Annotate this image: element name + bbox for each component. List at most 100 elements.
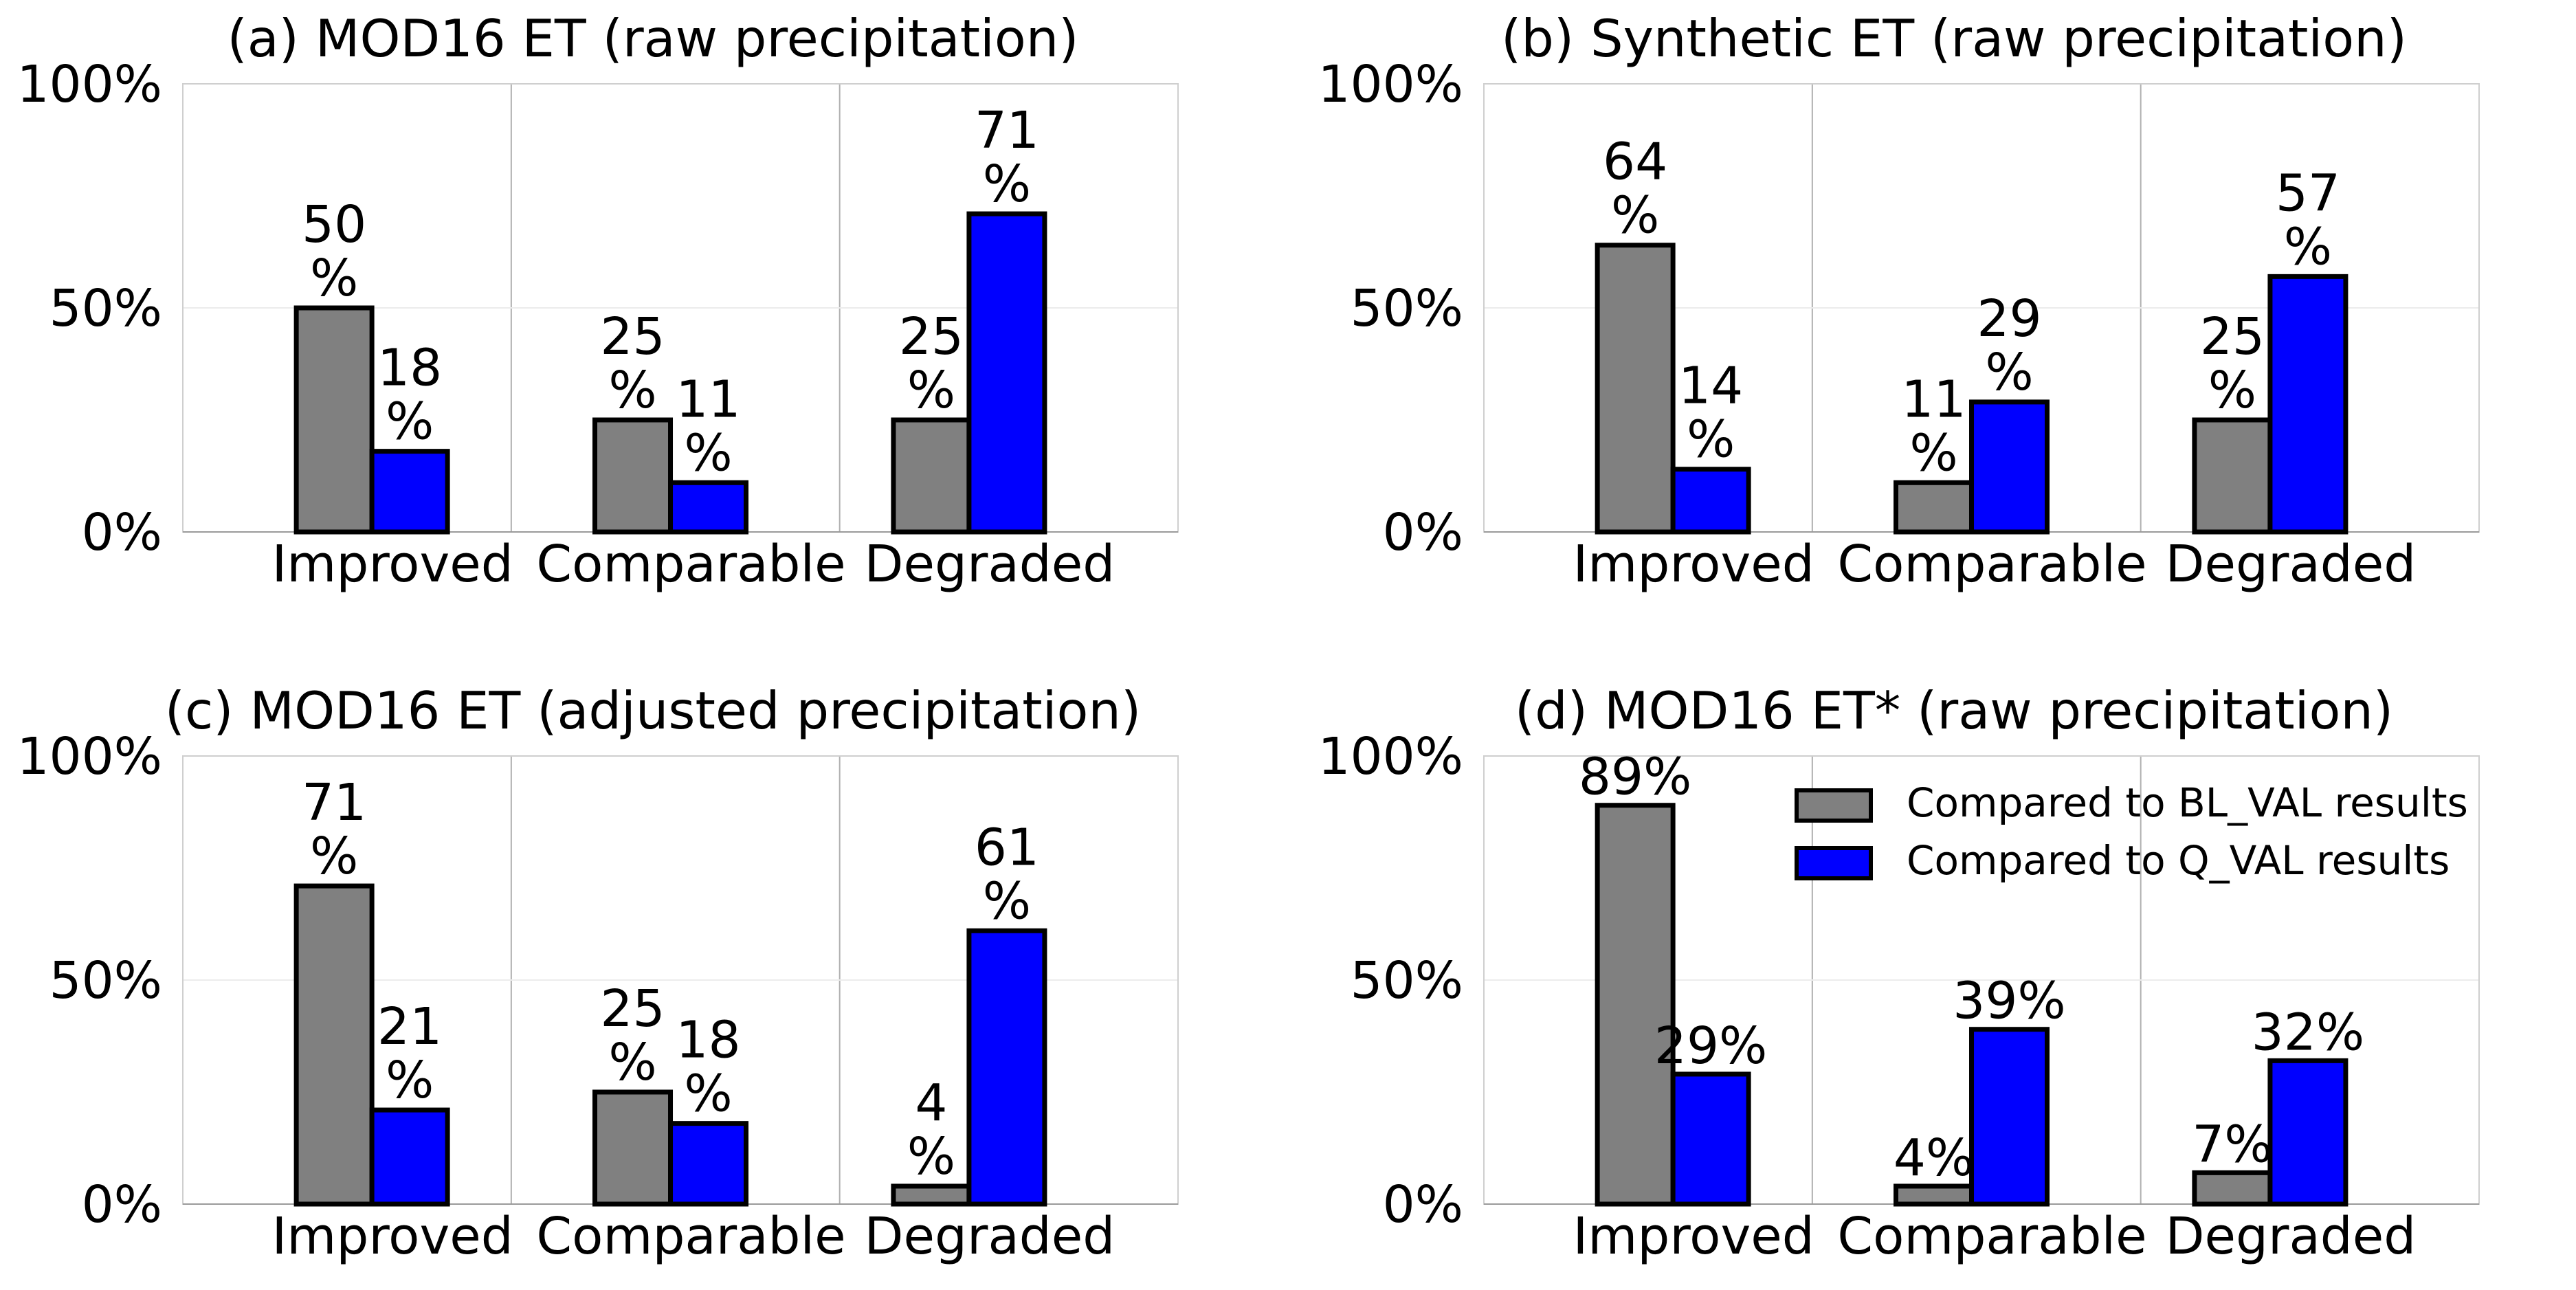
chart-title: (b) Synthetic ET (raw precipitation) xyxy=(1501,8,2407,69)
bar-q-val-degraded xyxy=(966,928,1047,1207)
data-label-unit: % xyxy=(983,871,1031,931)
data-label-value: 25 xyxy=(600,307,665,366)
x-category-label: Improved xyxy=(271,535,513,594)
data-label-unit: % xyxy=(2208,361,2256,420)
bar-q-val-comparable xyxy=(668,480,749,535)
data-label-value: 61 xyxy=(975,818,1039,877)
bar-bl-val-degraded xyxy=(891,1183,972,1207)
x-category-label: Degraded xyxy=(865,535,1115,594)
x-category-label: Improved xyxy=(271,1207,513,1266)
bar-q-val-comparable xyxy=(1969,1027,2050,1207)
y-tick-label: 50% xyxy=(1351,279,1463,338)
bar-bl-val-comparable xyxy=(592,417,674,535)
data-label-unit: % xyxy=(983,155,1031,214)
bar-bl-val-comparable xyxy=(1894,480,1975,535)
chart-title: (d) MOD16 ET* (raw precipitation) xyxy=(1515,680,2393,741)
x-category-label: Comparable xyxy=(536,1207,845,1266)
data-label-unit: % xyxy=(1687,410,1735,469)
data-label-unit: % xyxy=(310,249,358,308)
data-label-unit: % xyxy=(907,1127,955,1186)
bar-bl-val-improved xyxy=(293,883,375,1207)
x-category-label: Degraded xyxy=(865,1207,1115,1266)
data-label-value: 50 xyxy=(302,195,366,254)
chart-panel-2: (b) Synthetic ET (raw precipitation) 0% 50… xyxy=(1318,8,2480,594)
data-label-unit: % xyxy=(386,1051,434,1110)
data-label-value: 39% xyxy=(1953,972,2065,1031)
y-tick-label: 50% xyxy=(49,279,162,338)
y-tick-label: 100% xyxy=(16,727,162,786)
bar-q-val-improved xyxy=(1670,1071,1751,1207)
x-category-label: Comparable xyxy=(1837,1207,2146,1266)
y-tick-label: 0% xyxy=(82,503,162,562)
y-tick-label: 0% xyxy=(1383,1175,1463,1234)
data-label-unit: % xyxy=(2284,217,2332,276)
data-label-value: 64 xyxy=(1603,133,1667,192)
legend-entry: Compared to BL_VAL results xyxy=(1907,779,2468,826)
x-category-label: Degraded xyxy=(2166,1207,2417,1266)
bar-q-val-degraded xyxy=(966,211,1047,535)
data-label-value: 11 xyxy=(676,370,740,429)
bar-bl-val-comparable xyxy=(1894,1183,1975,1207)
legend-entry: Compared to Q_VAL results xyxy=(1907,837,2450,884)
data-label-value: 57 xyxy=(2276,164,2340,223)
bar-bl-val-improved xyxy=(1595,243,1676,535)
chart-title: (a) MOD16 ET (raw precipitation) xyxy=(227,8,1078,69)
data-label-value: 18 xyxy=(676,1011,740,1070)
bar-q-val-improved xyxy=(1670,467,1751,535)
data-label-value: 4% xyxy=(1894,1128,1974,1188)
data-label-value: 21 xyxy=(377,997,442,1056)
x-category-label: Comparable xyxy=(536,535,845,594)
data-label-value: 25 xyxy=(600,979,665,1038)
y-tick-label: 50% xyxy=(1351,951,1463,1010)
data-label-unit: % xyxy=(1909,423,1957,482)
y-tick-label: 100% xyxy=(16,55,162,114)
x-category-label: Comparable xyxy=(1837,535,2146,594)
data-label-value: 11 xyxy=(1901,370,1966,429)
y-tick-label: 50% xyxy=(49,951,162,1010)
legend-swatch-bl-val xyxy=(1795,788,1873,823)
data-label-value: 89% xyxy=(1579,748,1691,807)
data-label-value: 71 xyxy=(975,101,1039,160)
bar-bl-val-comparable xyxy=(592,1089,674,1207)
data-label-unit: % xyxy=(684,1065,732,1124)
data-label-unit: % xyxy=(907,361,955,420)
bar-q-val-improved xyxy=(369,449,450,535)
data-label-unit: % xyxy=(684,423,732,482)
legend-swatch-q-val xyxy=(1795,846,1873,880)
data-label-value: 4 xyxy=(915,1074,947,1133)
bar-q-val-improved xyxy=(369,1107,450,1207)
data-label-value: 29% xyxy=(1654,1016,1767,1076)
data-label-value: 14 xyxy=(1678,357,1743,416)
y-tick-label: 0% xyxy=(1383,503,1463,562)
y-tick-label: 100% xyxy=(1318,727,1463,786)
data-label-value: 71 xyxy=(302,773,366,832)
data-label-unit: % xyxy=(386,392,434,452)
data-label-unit: % xyxy=(608,1033,656,1092)
chart-panel-1: (a) MOD16 ET (raw precipitation) 0% 50% 100… xyxy=(16,8,1179,594)
data-label-value: 25 xyxy=(2200,307,2265,366)
data-label-value: 29 xyxy=(1977,289,2041,348)
y-tick-label: 0% xyxy=(82,1175,162,1234)
bar-bl-val-improved xyxy=(1595,803,1676,1207)
data-label-value: 25 xyxy=(899,307,964,366)
data-label-unit: % xyxy=(310,827,358,886)
bar-q-val-degraded xyxy=(2267,1058,2349,1207)
bar-q-val-comparable xyxy=(1969,399,2050,535)
x-category-label: Degraded xyxy=(2166,535,2417,594)
bar-bl-val-improved xyxy=(293,305,375,535)
bar-bl-val-degraded xyxy=(891,417,972,535)
data-label-unit: % xyxy=(1611,186,1659,245)
x-category-label: Improved xyxy=(1573,535,1814,594)
data-label-value: 18 xyxy=(377,339,442,398)
data-label-value: 7% xyxy=(2192,1115,2272,1174)
chart-panel-4: (d) MOD16 ET* (raw precipitation) 0% 50% 10… xyxy=(1318,680,2480,1266)
y-tick-label: 100% xyxy=(1318,55,1463,114)
chart-panel-3: (c) MOD16 ET (adjusted precipitation) 0% 5… xyxy=(16,680,1179,1266)
bar-bl-val-degraded xyxy=(2192,1170,2273,1207)
bar-q-val-degraded xyxy=(2267,274,2349,535)
data-label-unit: % xyxy=(1985,343,2033,402)
chart-title: (c) MOD16 ET (adjusted precipitation) xyxy=(165,680,1141,741)
data-label-value: 32% xyxy=(2252,1003,2364,1062)
bar-q-val-comparable xyxy=(668,1121,749,1207)
